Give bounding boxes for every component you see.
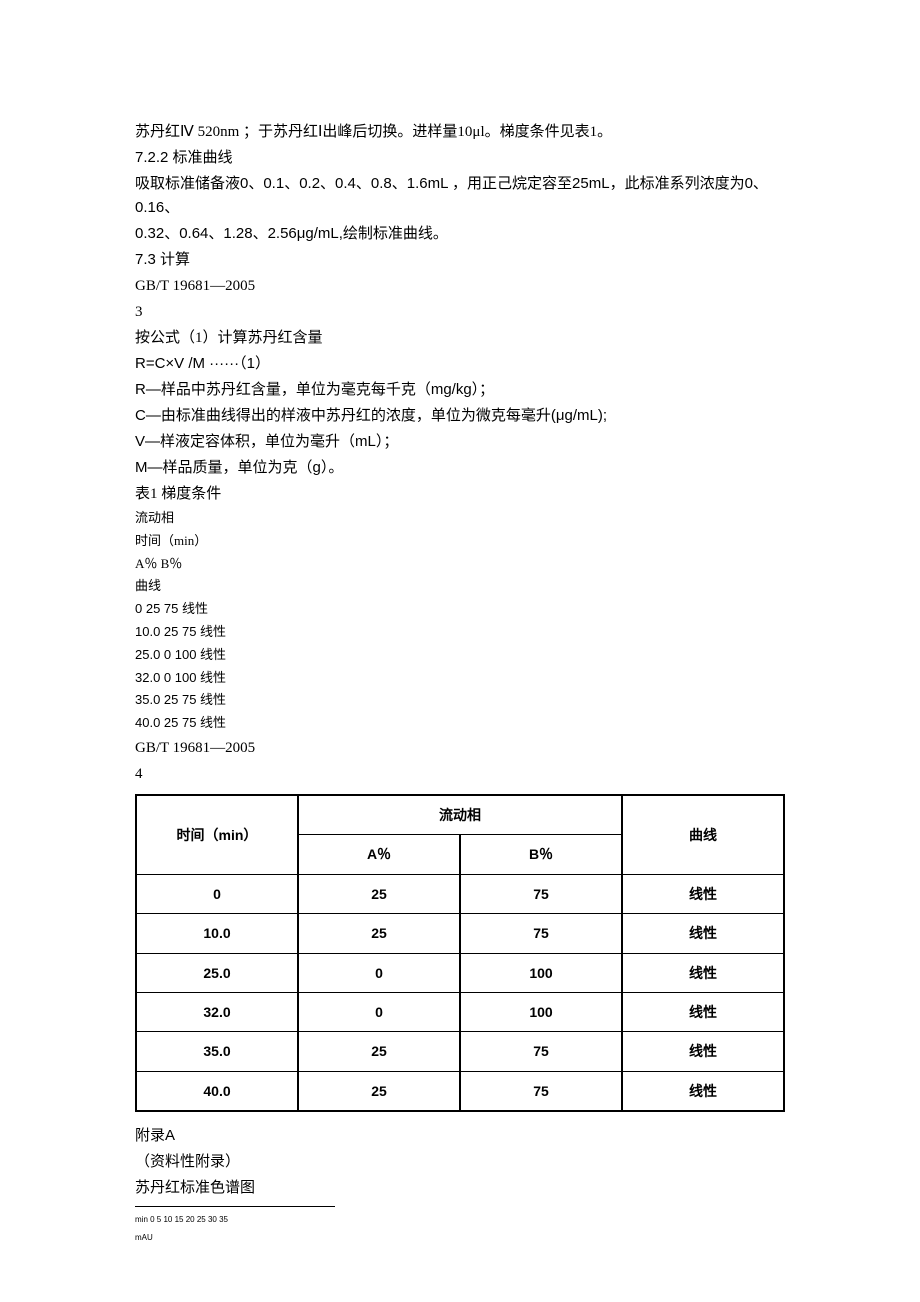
- text-line: 25.0 0 100 线性: [135, 645, 785, 666]
- text-line: 吸取标准储备液0、0.1、0.2、0.4、0.8、1.6mL ，用正己烷定容至2…: [135, 172, 785, 220]
- gradient-table: 时间（min） 流动相 曲线 A％ B％ 0 25 75 线性 10.0 25 …: [135, 794, 785, 1112]
- cell-a: 25: [298, 874, 460, 913]
- table-caption: 表1 梯度条件: [135, 482, 785, 506]
- var-def: M—样品质量，单位为克（g）。: [135, 456, 785, 480]
- var-def: R—样品中苏丹红含量，单位为毫克每千克（mg/kg）；: [135, 378, 785, 402]
- cell-curve: 线性: [622, 992, 784, 1031]
- cell-curve: 线性: [622, 874, 784, 913]
- text-line: 时间（min）: [135, 531, 785, 552]
- tiny-text: mAU: [135, 1229, 785, 1247]
- text-line: 10.0 25 75 线性: [135, 622, 785, 643]
- cell-a: 0: [298, 992, 460, 1031]
- page-number: 3: [135, 300, 785, 324]
- table-row: 40.0 25 75 线性: [136, 1071, 784, 1111]
- text-line: 苏丹红Ⅳ 520nm ；于苏丹红Ⅰ出峰后切换。进样量10μl。梯度条件见表1。: [135, 120, 785, 144]
- cell-b: 75: [460, 1032, 622, 1071]
- cell-time: 40.0: [136, 1071, 298, 1111]
- cell-a: 25: [298, 1032, 460, 1071]
- appendix-heading: 附录A: [135, 1124, 785, 1148]
- cell-b: 100: [460, 953, 622, 992]
- table-row: 25.0 0 100 线性: [136, 953, 784, 992]
- tiny-text: min 0 5 10 15 20 25 30 35: [135, 1211, 785, 1229]
- appendix-title: 苏丹红标准色谱图: [135, 1176, 785, 1200]
- section-heading: 7.3 计算: [135, 248, 785, 272]
- var-def: V—样液定容体积，单位为毫升（mL）；: [135, 430, 785, 454]
- table-row: 0 25 75 线性: [136, 874, 784, 913]
- text-line: A％ B％: [135, 554, 785, 575]
- text-line: 35.0 25 75 线性: [135, 690, 785, 711]
- cell-b: 75: [460, 914, 622, 953]
- cell-curve: 线性: [622, 1071, 784, 1111]
- section-heading: 7.2.2 标准曲线: [135, 146, 785, 170]
- cell-time: 25.0: [136, 953, 298, 992]
- table-row: 32.0 0 100 线性: [136, 992, 784, 1031]
- table-row: 10.0 25 75 线性: [136, 914, 784, 953]
- text-line: 40.0 25 75 线性: [135, 713, 785, 734]
- table-header-b: B％: [460, 835, 622, 874]
- cell-curve: 线性: [622, 914, 784, 953]
- cell-time: 0: [136, 874, 298, 913]
- table-header-time: 时间（min）: [136, 795, 298, 874]
- cell-a: 25: [298, 914, 460, 953]
- text-line: 32.0 0 100 线性: [135, 668, 785, 689]
- cell-b: 100: [460, 992, 622, 1031]
- var-def: C—由标准曲线得出的样液中苏丹红的浓度，单位为微克每毫升(μg/mL);: [135, 404, 785, 428]
- text-line: 按公式（1）计算苏丹红含量: [135, 326, 785, 350]
- table-header-a: A％: [298, 835, 460, 874]
- page-number: 4: [135, 762, 785, 786]
- cell-curve: 线性: [622, 1032, 784, 1071]
- cell-a: 25: [298, 1071, 460, 1111]
- standard-ref: GB/T 19681—2005: [135, 274, 785, 298]
- text-line: 流动相: [135, 508, 785, 529]
- cell-time: 10.0: [136, 914, 298, 953]
- cell-curve: 线性: [622, 953, 784, 992]
- cell-time: 35.0: [136, 1032, 298, 1071]
- table-header-curve: 曲线: [622, 795, 784, 874]
- text-line: 曲线: [135, 576, 785, 597]
- text-line: 0 25 75 线性: [135, 599, 785, 620]
- cell-a: 0: [298, 953, 460, 992]
- table-header-mobile-phase: 流动相: [298, 795, 622, 835]
- cell-b: 75: [460, 874, 622, 913]
- text-line: 0.32、0.64、1.28、2.56μg/mL,绘制标准曲线。: [135, 222, 785, 246]
- table-row: 35.0 25 75 线性: [136, 1032, 784, 1071]
- cell-b: 75: [460, 1071, 622, 1111]
- cell-time: 32.0: [136, 992, 298, 1031]
- formula: R=C×V /M ······（1）: [135, 352, 785, 376]
- appendix-subheading: （资料性附录）: [135, 1150, 785, 1174]
- divider: [135, 1206, 335, 1207]
- standard-ref: GB/T 19681—2005: [135, 736, 785, 760]
